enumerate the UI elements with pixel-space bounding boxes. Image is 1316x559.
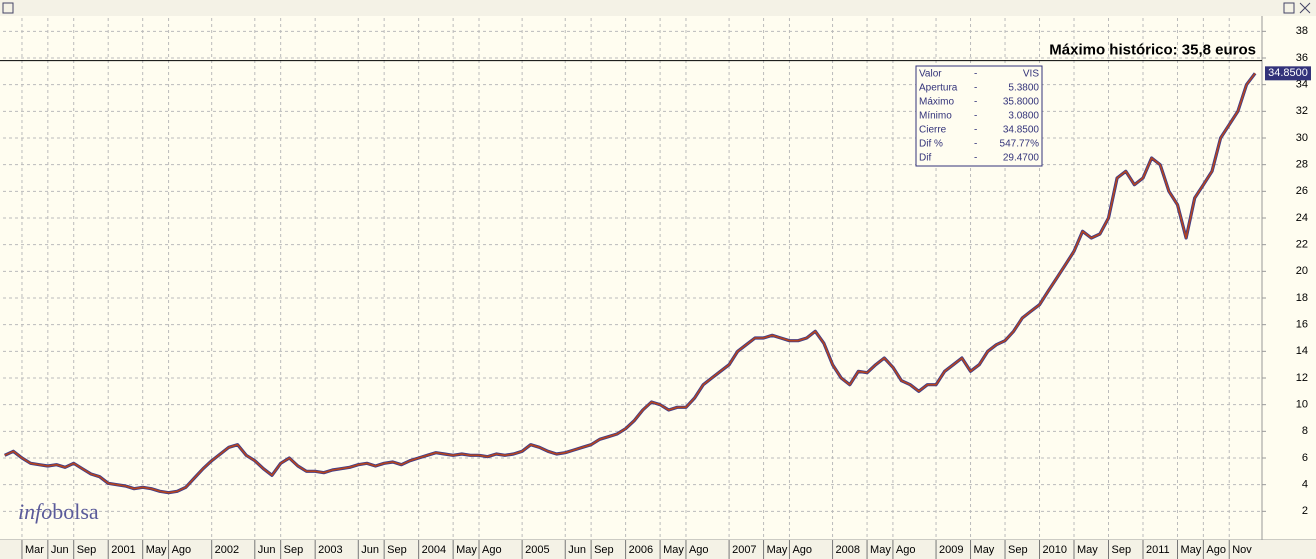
x-tick-label: 2005 xyxy=(525,544,549,556)
last-price-label: 34.8500 xyxy=(1268,67,1308,79)
x-tick-label: 2007 xyxy=(732,544,756,556)
x-tick-label: Ago xyxy=(689,544,709,556)
y-tick-label: 18 xyxy=(1296,292,1308,304)
x-tick-label: 2001 xyxy=(111,544,135,556)
y-tick-label: 24 xyxy=(1296,212,1308,224)
x-axis-strip xyxy=(0,540,1316,559)
x-tick-label: May xyxy=(870,544,891,556)
y-tick-label: 2 xyxy=(1302,505,1308,517)
y-tick-label: 6 xyxy=(1302,452,1308,464)
y-tick-label: 32 xyxy=(1296,105,1308,117)
watermark-part: bolsa xyxy=(52,499,99,524)
x-tick-label: 2004 xyxy=(422,544,446,556)
x-tick-label: Ago xyxy=(1206,544,1226,556)
x-tick-label: 2011 xyxy=(1146,544,1170,556)
y-tick-label: 8 xyxy=(1302,425,1308,437)
info-value: 547.77% xyxy=(1000,139,1040,150)
x-tick-label: Ago xyxy=(172,544,192,556)
y-tick-label: 26 xyxy=(1296,185,1308,197)
x-tick-label: Jun xyxy=(361,544,379,556)
watermark-part: info xyxy=(18,499,52,524)
x-tick-label: May xyxy=(663,544,684,556)
y-tick-label: 22 xyxy=(1296,239,1308,251)
info-sep: - xyxy=(974,139,977,150)
info-label: Dif xyxy=(919,153,931,164)
x-tick-label: May xyxy=(146,544,167,556)
info-value: 5.3800 xyxy=(1008,83,1039,94)
watermark: infobolsa xyxy=(18,499,99,524)
y-tick-label: 4 xyxy=(1302,479,1308,491)
x-tick-label: Jun xyxy=(51,544,69,556)
info-sep: - xyxy=(974,111,977,122)
last-price-box xyxy=(1265,66,1311,81)
x-tick-label: Jun xyxy=(258,544,276,556)
x-tick-label: May xyxy=(1180,544,1201,556)
y-tick-label: 30 xyxy=(1296,132,1308,144)
x-tick-label: May xyxy=(1077,544,1098,556)
x-tick-label: 2006 xyxy=(629,544,653,556)
y-tick-label: 28 xyxy=(1296,159,1308,171)
annotation: Máximo histórico: 35,8 euros xyxy=(1049,42,1256,59)
info-sep: - xyxy=(974,83,977,94)
x-tick-label: 2008 xyxy=(836,544,860,556)
x-tick-label: Mar xyxy=(25,544,44,556)
close-button[interactable] xyxy=(1299,2,1311,14)
x-tick-label: 2003 xyxy=(318,544,342,556)
info-label: Mínimo xyxy=(919,111,952,122)
window-icon[interactable] xyxy=(2,2,14,14)
info-label: Dif % xyxy=(919,139,943,150)
x-tick-label: 2010 xyxy=(1043,544,1067,556)
x-tick-label: Sep xyxy=(1112,544,1132,556)
info-label: Apertura xyxy=(919,83,958,94)
info-box xyxy=(915,65,1043,167)
info-sep: - xyxy=(974,153,977,164)
info-value: 3.0800 xyxy=(1008,111,1039,122)
x-tick-label: May xyxy=(767,544,788,556)
x-tick-label: Sep xyxy=(387,544,407,556)
info-sep: - xyxy=(974,125,977,136)
info-sep: - xyxy=(974,69,977,80)
price-line xyxy=(4,72,1256,494)
x-tick-label: Ago xyxy=(896,544,916,556)
y-tick-label: 20 xyxy=(1296,265,1308,277)
info-label: Cierre xyxy=(919,125,947,136)
restore-button[interactable] xyxy=(1283,2,1295,14)
y-tick-label: 34 xyxy=(1296,79,1308,91)
title-bar xyxy=(0,0,1316,16)
y-tick-label: 12 xyxy=(1296,372,1308,384)
info-label: Valor xyxy=(919,69,942,80)
x-tick-label: Ago xyxy=(792,544,812,556)
x-tick-label: Sep xyxy=(77,544,97,556)
x-tick-label: Sep xyxy=(284,544,304,556)
info-sep: - xyxy=(974,97,977,108)
y-tick-label: 16 xyxy=(1296,319,1308,331)
x-tick-label: Ago xyxy=(482,544,502,556)
y-tick-label: 14 xyxy=(1296,345,1308,357)
y-tick-label: 36 xyxy=(1296,52,1308,64)
x-tick-label: Nov xyxy=(1232,544,1252,556)
x-tick-label: Sep xyxy=(1008,544,1028,556)
x-tick-label: 2009 xyxy=(939,544,963,556)
info-label: Máximo xyxy=(919,97,954,108)
y-tick-label: 38 xyxy=(1296,25,1308,37)
y-tick-label: 10 xyxy=(1296,399,1308,411)
x-tick-label: May xyxy=(456,544,477,556)
info-value: 29.4700 xyxy=(1003,153,1040,164)
x-tick-label: Jun xyxy=(568,544,586,556)
x-tick-label: 2002 xyxy=(215,544,239,556)
info-value: 34.8500 xyxy=(1003,125,1040,136)
x-tick-label: May xyxy=(974,544,995,556)
x-tick-label: Sep xyxy=(594,544,614,556)
info-value: VIS xyxy=(1023,69,1039,80)
info-value: 35.8000 xyxy=(1003,97,1040,108)
